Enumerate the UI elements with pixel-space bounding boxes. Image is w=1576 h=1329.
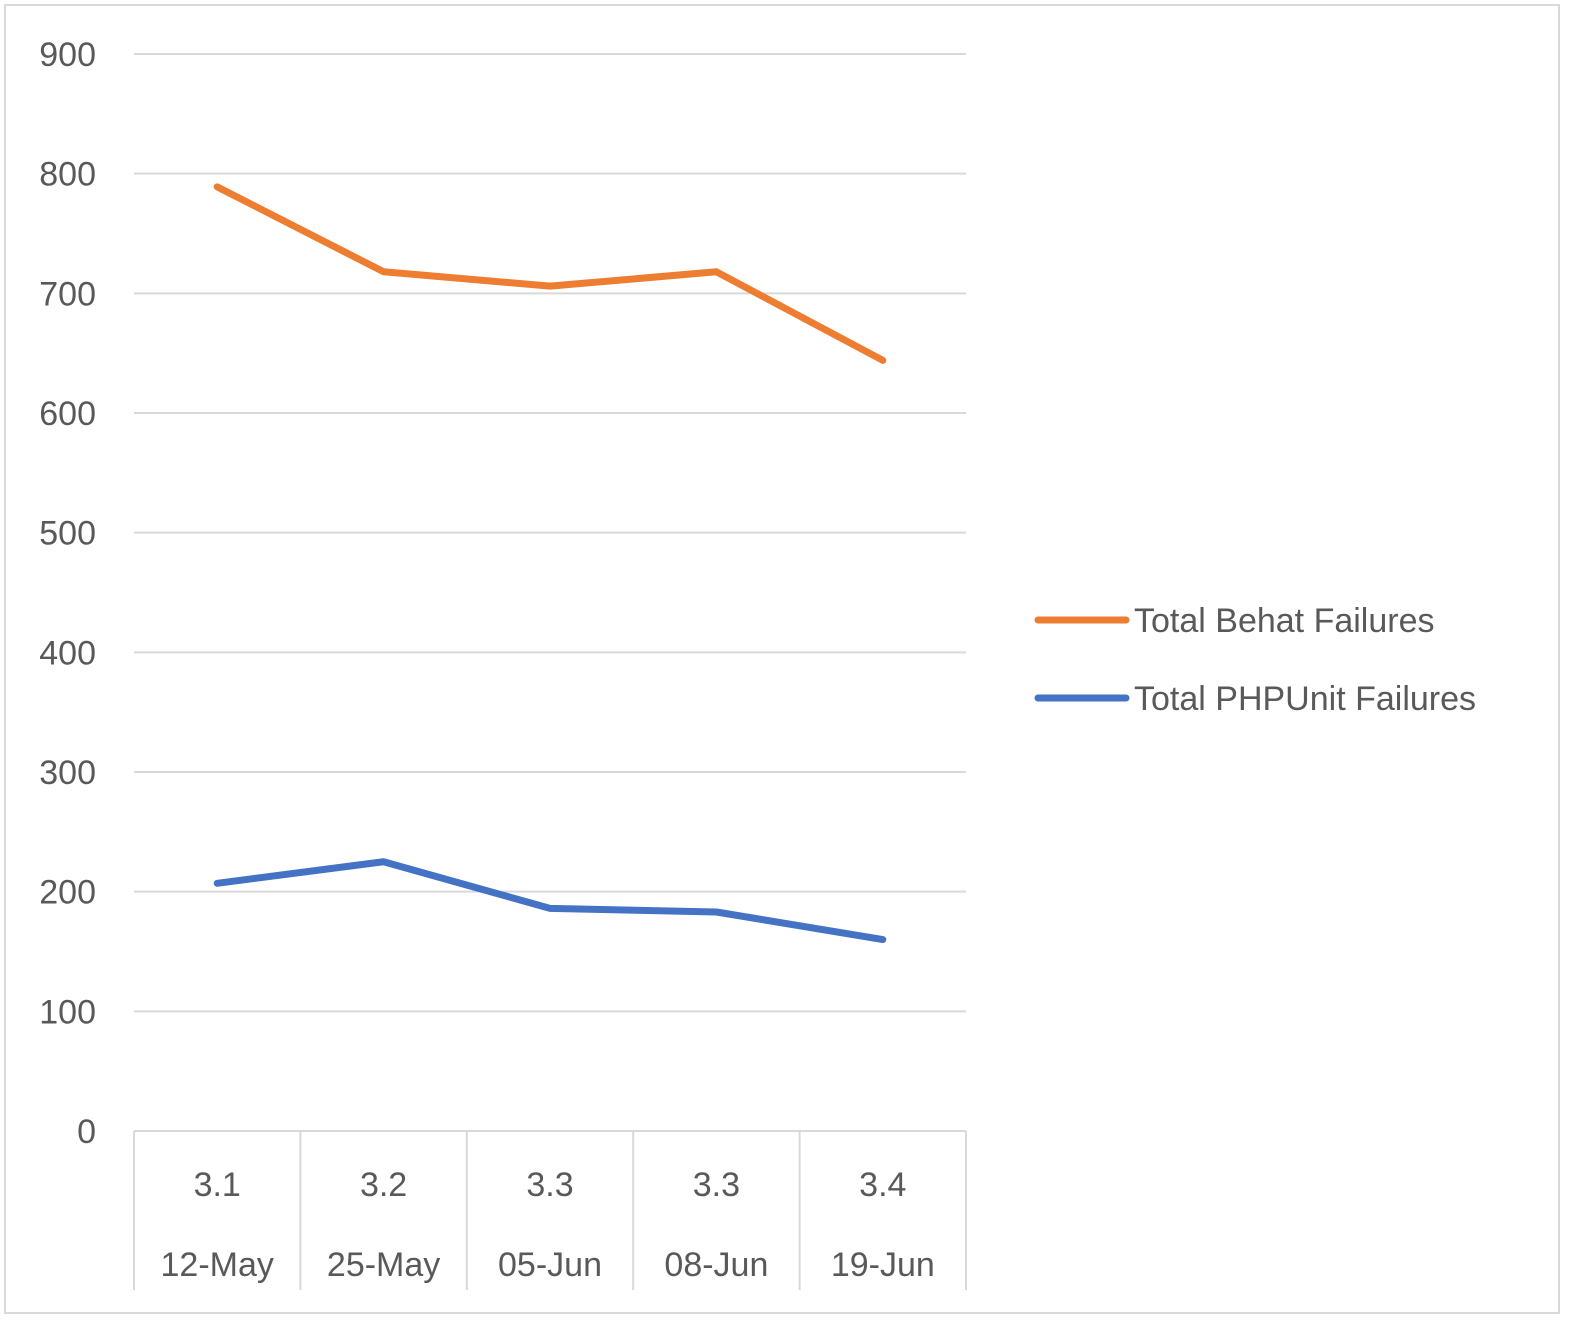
legend-label: Total Behat Failures xyxy=(1134,602,1435,640)
y-tick-label: 0 xyxy=(77,1113,96,1151)
y-axis-tick-labels: 0 100 200 300 400 500 600 700 800 900 xyxy=(39,36,96,1151)
y-tick-label: 300 xyxy=(39,754,96,792)
data-point xyxy=(881,938,884,941)
y-tick-label: 900 xyxy=(39,36,96,74)
y-tick-label: 800 xyxy=(39,156,96,194)
x-tick-label-date: 25-May xyxy=(327,1246,440,1284)
data-point xyxy=(881,359,884,362)
x-tick-label-version: 3.2 xyxy=(360,1166,407,1204)
y-tick-label: 700 xyxy=(39,275,96,313)
data-point xyxy=(715,911,718,914)
gridlines xyxy=(134,53,966,1013)
data-point xyxy=(382,270,385,273)
series-lines xyxy=(213,183,887,944)
x-axis: 3.1 12-May 3.2 25-May 3.3 05-Jun 3.3 08-Jun 3.4 1… xyxy=(133,1130,967,1290)
data-point xyxy=(715,270,718,273)
x-tick-label-version: 3.1 xyxy=(194,1166,241,1204)
data-point xyxy=(216,185,219,188)
x-tick-label-date: 19-Jun xyxy=(831,1246,935,1284)
data-point xyxy=(216,882,219,885)
x-tick-label-date: 08-Jun xyxy=(664,1246,768,1284)
y-tick-label: 200 xyxy=(39,874,96,912)
data-point xyxy=(382,860,385,863)
x-tick-label-date: 05-Jun xyxy=(498,1246,602,1284)
x-tick-label-date: 12-May xyxy=(161,1246,274,1284)
legend-label: Total PHPUnit Failures xyxy=(1134,680,1476,718)
legend: Total Behat Failures Total PHPUnit Failur… xyxy=(1034,602,1476,718)
x-tick-label-version: 3.3 xyxy=(526,1166,573,1204)
chart-frame xyxy=(4,4,1560,1314)
y-tick-label: 500 xyxy=(39,515,96,553)
x-tick-label-version: 3.3 xyxy=(693,1166,740,1204)
x-tick-label-version: 3.4 xyxy=(859,1166,906,1204)
y-tick-label: 600 xyxy=(39,395,96,433)
series-line-behat xyxy=(213,183,887,364)
series-line-phpunit xyxy=(213,858,887,944)
data-point xyxy=(549,907,551,910)
y-tick-label: 100 xyxy=(39,993,96,1031)
y-tick-label: 400 xyxy=(39,634,96,672)
data-point xyxy=(549,285,551,288)
